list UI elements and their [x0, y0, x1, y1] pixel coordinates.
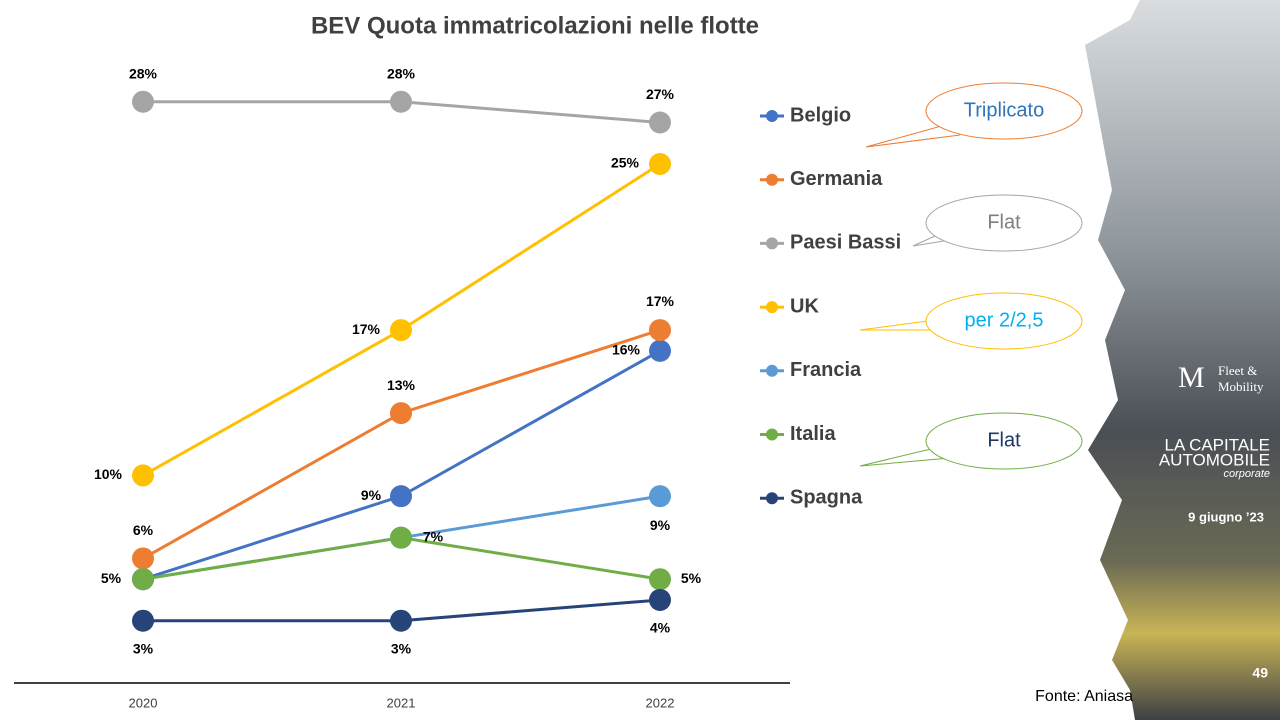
data-point [390, 402, 412, 425]
callout-text: per 2/2,5 [965, 309, 1044, 331]
legend-label: Paesi Bassi [790, 232, 901, 254]
callout-tail [859, 319, 945, 331]
data-point [649, 485, 671, 508]
logo-text: corporate [1224, 468, 1270, 480]
x-tick-label: 2022 [646, 695, 675, 710]
logo-mark: M [1178, 361, 1205, 394]
callout-tail [865, 124, 961, 148]
data-label: 5% [101, 570, 122, 586]
logo-text: LA CAPITALE [1164, 435, 1270, 454]
x-tick-label: 2020 [129, 695, 158, 710]
data-point [649, 588, 671, 611]
data-point [390, 526, 412, 549]
data-label: 17% [352, 321, 381, 337]
logo-text: Mobility [1218, 379, 1264, 394]
data-point [132, 609, 154, 632]
data-point [649, 153, 671, 175]
source: Fonte: Aniasa [1035, 688, 1133, 705]
date: 9 giugno ’23 [1188, 509, 1264, 524]
data-point [390, 90, 412, 113]
data-point [649, 568, 671, 591]
callout [925, 412, 1083, 470]
legend-label: UK [790, 295, 819, 317]
callout-text: Flat [987, 211, 1021, 233]
data-label: 25% [611, 155, 640, 171]
x-tick-label: 2021 [387, 695, 416, 710]
callout [925, 194, 1083, 252]
data-label: 9% [650, 517, 671, 533]
data-point [390, 609, 412, 632]
background-image [1085, 0, 1280, 720]
legend-label: Francia [790, 359, 862, 381]
legend-marker [766, 173, 778, 186]
data-point [390, 485, 412, 508]
legend-marker [766, 237, 778, 250]
callout-tail [912, 235, 951, 247]
legend-label: Spagna [790, 486, 863, 508]
data-point [649, 111, 671, 134]
legend-marker [766, 364, 778, 377]
data-label: 28% [387, 65, 416, 81]
legend-marker [766, 428, 778, 441]
data-point [649, 319, 671, 342]
callout [925, 292, 1083, 350]
chart-title: BEV Quota immatricolazioni nelle flotte [311, 12, 759, 39]
legend-label: Germania [790, 168, 883, 190]
data-label: 16% [612, 342, 641, 358]
data-label: 17% [646, 293, 675, 309]
data-label: 5% [681, 570, 702, 586]
series-line [142, 328, 661, 560]
page-number: 49 [1252, 665, 1268, 681]
data-point [649, 339, 671, 362]
data-label: 3% [391, 640, 412, 656]
data-label: 4% [650, 620, 671, 636]
data-label: 13% [387, 377, 416, 393]
callout-tail [859, 447, 951, 467]
callout-text: Flat [987, 429, 1021, 451]
legend-marker [766, 110, 778, 122]
callout [925, 82, 1083, 140]
data-label: 3% [133, 640, 154, 656]
legend-label: Italia [790, 423, 836, 445]
logo-text: Fleet & [1218, 363, 1257, 378]
callouts: Triplicato Flat per 2/2,5 Flat [859, 82, 1083, 470]
data-point [390, 319, 412, 342]
callout-text: Triplicato [964, 99, 1044, 121]
data-point [132, 464, 154, 487]
data-label: 7% [423, 528, 444, 544]
legend-marker [766, 301, 778, 314]
legend-label: Belgio [790, 104, 851, 126]
legend-marker [766, 492, 778, 505]
data-label: 6% [133, 522, 154, 538]
data-point [132, 90, 154, 113]
logo-text: AUTOMOBILE [1159, 450, 1270, 469]
data-label: 10% [94, 466, 123, 482]
data-label: 9% [361, 487, 382, 503]
data-point [132, 547, 154, 570]
data-label: 28% [129, 65, 158, 81]
data-point [132, 568, 154, 591]
data-label: 27% [646, 86, 675, 102]
